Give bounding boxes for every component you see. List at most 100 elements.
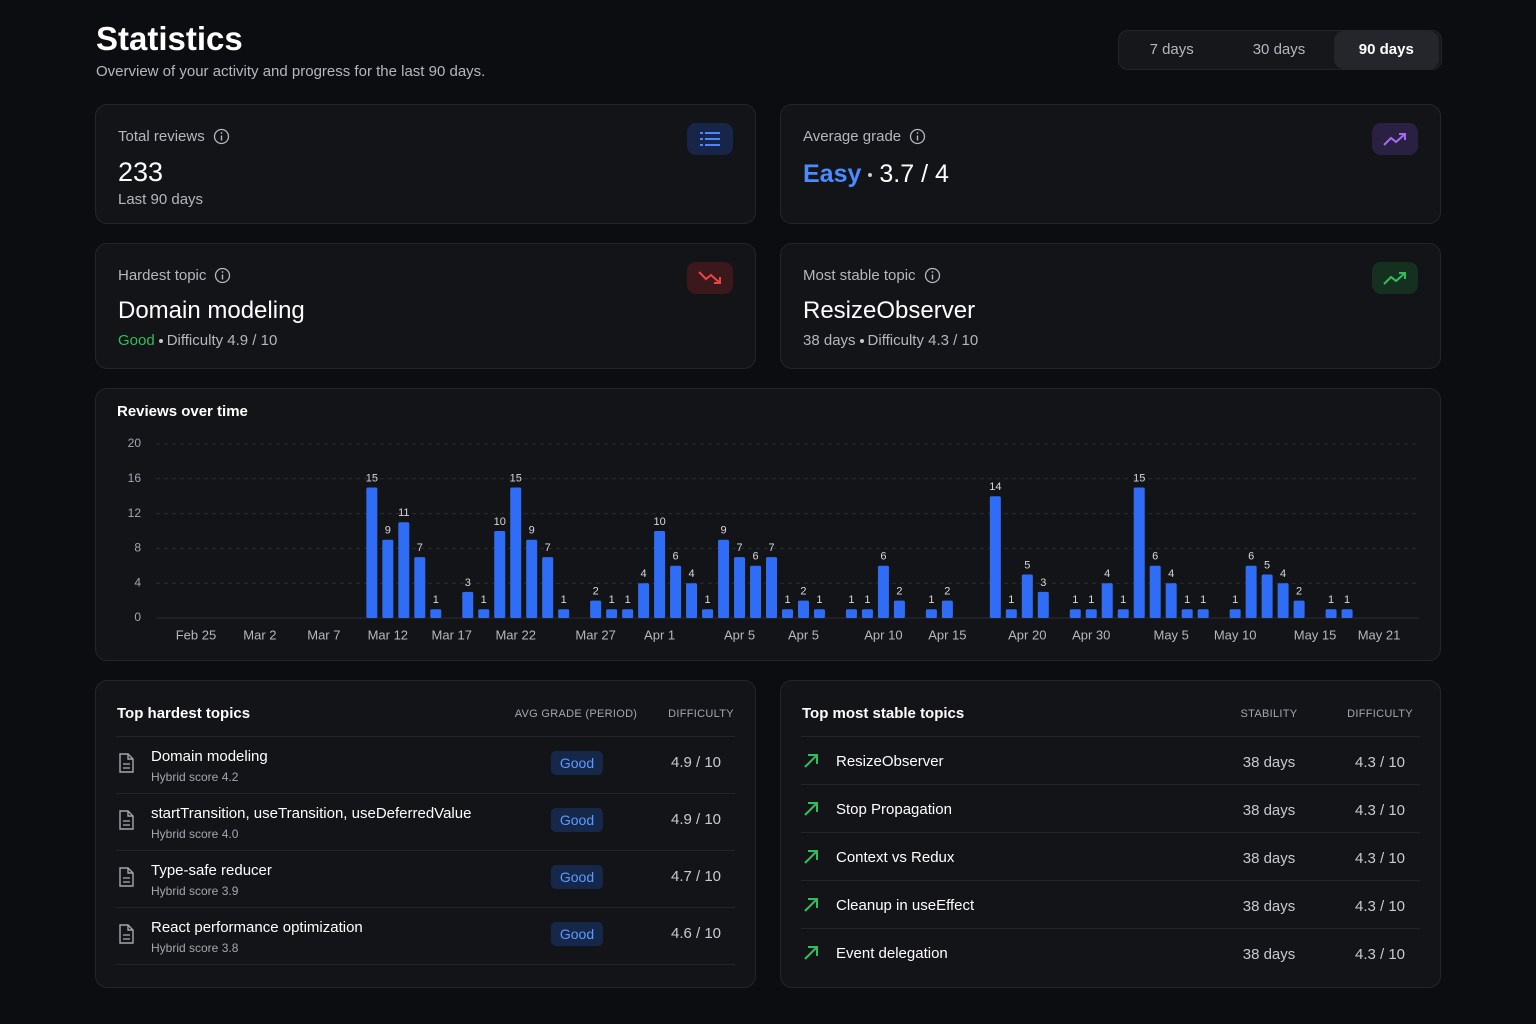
bar: [606, 609, 618, 618]
topic-name[interactable]: Domain modeling: [151, 748, 268, 765]
bar-value-label: 1: [1328, 594, 1334, 606]
list-icon: [687, 123, 733, 155]
range-tab[interactable]: 7 days: [1149, 41, 1194, 58]
bar: [542, 557, 554, 618]
trend-icon: [1372, 123, 1418, 155]
difficulty: 4.3 / 10: [1354, 946, 1406, 963]
x-tick-label: May 15: [1294, 627, 1337, 642]
grade-badge: Good: [550, 922, 604, 946]
topic-name[interactable]: Stop Propagation: [836, 801, 952, 818]
grade-score: 3.7 / 4: [879, 160, 949, 188]
card-label-row: Average grade: [803, 128, 926, 145]
bar: [845, 609, 857, 618]
grade-badge: Good: [550, 865, 604, 889]
bar-value-label: 2: [593, 586, 599, 598]
row-divider: [801, 832, 1420, 833]
page-title: Statistics: [96, 20, 243, 57]
topic-name[interactable]: Event delegation: [836, 945, 948, 962]
stability: 38 days: [1242, 850, 1296, 867]
bar-value-label: 1: [928, 594, 934, 606]
range-tab[interactable]: 90 days: [1333, 31, 1439, 69]
bar: [366, 487, 378, 618]
bar-value-label: 11: [398, 507, 409, 519]
topic-name[interactable]: Cleanup in useEffect: [836, 897, 975, 914]
difficulty: 4.7 / 10: [670, 868, 722, 885]
topic-name: Domain modeling: [118, 297, 305, 324]
info-icon[interactable]: [214, 267, 231, 284]
separator-dot: [859, 339, 864, 344]
range-tab[interactable]: 30 days: [1252, 41, 1306, 58]
row-divider: [116, 907, 735, 908]
row-divider: [116, 850, 735, 851]
topic-name[interactable]: React performance optimization: [151, 919, 363, 936]
bar-value-label: 9: [529, 525, 535, 537]
bar-value-label: 10: [494, 516, 506, 528]
bar: [718, 539, 730, 618]
bar-value-label: 1: [1200, 594, 1206, 606]
column-header: DIFFICULTY: [1347, 708, 1413, 720]
y-tick-label: 20: [128, 436, 142, 450]
arrow-icon: [803, 801, 819, 822]
bar: [750, 565, 762, 618]
arrow-icon: [803, 897, 819, 918]
bar-value-label: 6: [1248, 551, 1254, 563]
bar-value-label: 10: [653, 516, 665, 528]
card-label: Most stable topic: [803, 267, 916, 284]
topic-name[interactable]: Type-safe reducer: [151, 862, 272, 879]
bar-value-label: 3: [465, 577, 471, 589]
difficulty: 4.3 / 10: [1354, 802, 1406, 819]
info-icon[interactable]: [909, 128, 926, 145]
arrow-icon: [803, 753, 819, 774]
bar: [1341, 609, 1353, 618]
bar: [1101, 583, 1113, 618]
topic-name[interactable]: Context vs Redux: [836, 849, 955, 866]
chart-title: Reviews over time: [117, 403, 248, 420]
bar-value-label: 2: [800, 586, 806, 598]
x-tick-label: Apr 15: [928, 627, 966, 642]
bar-value-label: 6: [1152, 551, 1158, 563]
topic-name[interactable]: ResizeObserver: [836, 753, 944, 770]
topic-name[interactable]: startTransition, useTransition, useDefer…: [151, 805, 472, 822]
bar: [989, 496, 1001, 618]
card-value: 233: [118, 157, 164, 187]
bar: [1117, 609, 1129, 618]
hardest-topic-card: Hardest topic Domain modeling Good Diffic…: [95, 243, 756, 369]
bar: [782, 609, 793, 618]
bar-value-label: 1: [433, 594, 439, 606]
bar-value-label: 5: [1264, 559, 1270, 571]
x-tick-label: Mar 27: [575, 627, 615, 642]
info-icon[interactable]: [924, 267, 941, 284]
bar: [1037, 591, 1049, 618]
y-tick-label: 0: [134, 610, 141, 624]
bar: [558, 609, 570, 618]
bar: [813, 609, 825, 618]
bar-value-label: 2: [1296, 586, 1302, 598]
bar-value-label: 2: [896, 586, 902, 598]
bar: [893, 600, 905, 618]
range-tabs: 7 days 30 days 90 days: [1118, 30, 1442, 70]
stability: 38 days: [1242, 802, 1296, 819]
stable-topic-card: Most stable topic ResizeObserver 38 days…: [780, 243, 1441, 369]
bar: [925, 609, 937, 618]
document-icon: [118, 753, 134, 778]
bar-value-label: 9: [385, 525, 391, 537]
card-label-row: Hardest topic: [118, 267, 231, 284]
bar-value-label: 15: [1133, 472, 1145, 484]
card-label-row: Most stable topic: [803, 267, 941, 284]
bar: [702, 609, 714, 618]
x-tick-label: May 21: [1358, 627, 1401, 642]
bar-value-label: 4: [1104, 568, 1110, 580]
x-tick-label: May 5: [1153, 627, 1188, 642]
hardest-table-card: Top hardest topics AVG GRADE (PERIOD) DI…: [95, 680, 756, 988]
row-divider: [116, 736, 735, 737]
bar-value-label: 1: [481, 594, 487, 606]
bar-value-label: 15: [510, 472, 522, 484]
info-icon[interactable]: [213, 128, 230, 145]
x-tick-label: Apr 20: [1008, 627, 1046, 642]
row-divider: [116, 964, 735, 965]
column-header: DIFFICULTY: [668, 708, 734, 720]
bar: [1165, 583, 1177, 618]
trend-up-icon: [1372, 262, 1418, 294]
bar: [1085, 609, 1097, 618]
